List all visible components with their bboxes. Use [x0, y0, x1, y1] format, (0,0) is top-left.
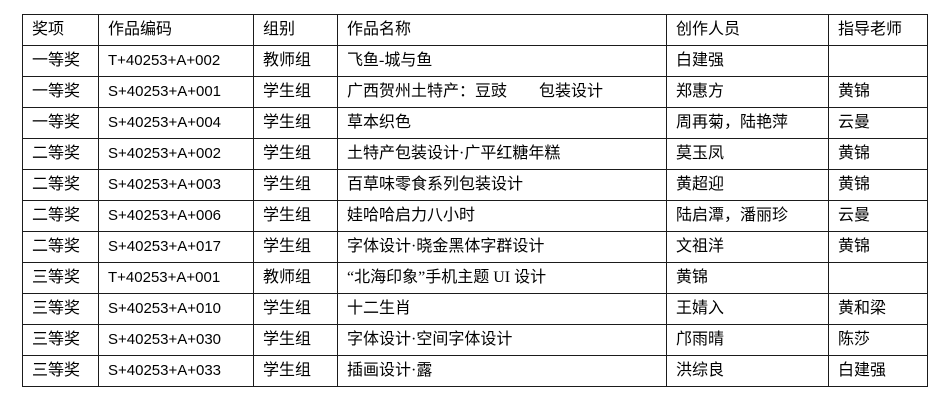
cell-code: S+40253+A+033: [98, 355, 254, 387]
awards-table: 奖项 作品编码 组别 作品名称 创作人员 指导老师 一等奖 T+40253+A+002 教师组…: [22, 14, 928, 387]
cell-creators: 莫玉凤: [666, 138, 829, 170]
table-row: 一等奖 S+40253+A+001 学生组 广西贺州土特产：豆豉 包装设计 郑惠方 黄锦: [22, 76, 928, 108]
cell-teacher: [828, 45, 928, 77]
table-row: 三等奖 S+40253+A+010 学生组 十二生肖 王婧入 黄和梁: [22, 293, 928, 325]
cell-creators: 黄超迎: [666, 169, 829, 201]
cell-creators: 文祖洋: [666, 231, 829, 263]
cell-award: 一等奖: [22, 45, 99, 77]
cell-teacher: 黄锦: [828, 138, 928, 170]
cell-code: S+40253+A+030: [98, 324, 254, 356]
cell-group: 学生组: [253, 169, 338, 201]
cell-code: S+40253+A+006: [98, 200, 254, 232]
cell-group: 学生组: [253, 293, 338, 325]
column-header-teacher: 指导老师: [828, 14, 928, 46]
cell-title: 十二生肖: [337, 293, 667, 325]
cell-title: 字体设计·晓金黑体字群设计: [337, 231, 667, 263]
cell-teacher: 白建强: [828, 355, 928, 387]
column-header-title: 作品名称: [337, 14, 667, 46]
table-head: 奖项 作品编码 组别 作品名称 创作人员 指导老师: [22, 14, 928, 46]
cell-code: S+40253+A+001: [98, 76, 254, 108]
column-header-group: 组别: [253, 14, 338, 46]
cell-award: 一等奖: [22, 107, 99, 139]
cell-code: T+40253+A+001: [98, 262, 254, 294]
table-row: 二等奖 S+40253+A+002 学生组 土特产包装设计·广平红糖年糕 莫玉凤 黄锦: [22, 138, 928, 170]
cell-code: S+40253+A+004: [98, 107, 254, 139]
cell-code: S+40253+A+017: [98, 231, 254, 263]
cell-group: 教师组: [253, 45, 338, 77]
header-row: 奖项 作品编码 组别 作品名称 创作人员 指导老师: [22, 14, 928, 46]
cell-title: 娃哈哈启力八小时: [337, 200, 667, 232]
cell-teacher: 黄锦: [828, 76, 928, 108]
cell-creators: 白建强: [666, 45, 829, 77]
cell-award: 二等奖: [22, 231, 99, 263]
cell-award: 二等奖: [22, 169, 99, 201]
cell-creators: 黄锦: [666, 262, 829, 294]
column-header-creators: 创作人员: [666, 14, 829, 46]
cell-group: 学生组: [253, 231, 338, 263]
cell-code: S+40253+A+003: [98, 169, 254, 201]
cell-teacher: [828, 262, 928, 294]
cell-creators: 王婧入: [666, 293, 829, 325]
cell-group: 学生组: [253, 138, 338, 170]
table-row: 一等奖 S+40253+A+004 学生组 草本织色 周再菊，陆艳萍 云曼: [22, 107, 928, 139]
cell-award: 二等奖: [22, 138, 99, 170]
cell-teacher: 黄和梁: [828, 293, 928, 325]
cell-title: 土特产包装设计·广平红糖年糕: [337, 138, 667, 170]
cell-award: 三等奖: [22, 355, 99, 387]
cell-group: 学生组: [253, 107, 338, 139]
cell-award: 三等奖: [22, 324, 99, 356]
cell-teacher: 黄锦: [828, 169, 928, 201]
cell-code: S+40253+A+010: [98, 293, 254, 325]
cell-creators: 邝雨晴: [666, 324, 829, 356]
cell-creators: 洪综良: [666, 355, 829, 387]
table-row: 三等奖 T+40253+A+001 教师组 “北海印象”手机主题 UI 设计 黄锦: [22, 262, 928, 294]
column-header-award: 奖项: [22, 14, 99, 46]
cell-teacher: 黄锦: [828, 231, 928, 263]
cell-teacher: 陈莎: [828, 324, 928, 356]
table-body: 一等奖 T+40253+A+002 教师组 飞鱼-城与鱼 白建强 一等奖 S+40253+A…: [22, 45, 928, 387]
column-header-code: 作品编码: [98, 14, 254, 46]
cell-creators: 周再菊，陆艳萍: [666, 107, 829, 139]
table-row: 三等奖 S+40253+A+030 学生组 字体设计·空间字体设计 邝雨晴 陈莎: [22, 324, 928, 356]
table-row: 三等奖 S+40253+A+033 学生组 插画设计·露 洪综良 白建强: [22, 355, 928, 387]
cell-teacher: 云曼: [828, 200, 928, 232]
cell-group: 教师组: [253, 262, 338, 294]
cell-award: 二等奖: [22, 200, 99, 232]
cell-award: 三等奖: [22, 262, 99, 294]
cell-code: T+40253+A+002: [98, 45, 254, 77]
cell-title: 草本织色: [337, 107, 667, 139]
cell-creators: 陆启潭，潘丽珍: [666, 200, 829, 232]
cell-award: 三等奖: [22, 293, 99, 325]
cell-title: 插画设计·露: [337, 355, 667, 387]
cell-code: S+40253+A+002: [98, 138, 254, 170]
table-row: 二等奖 S+40253+A+006 学生组 娃哈哈启力八小时 陆启潭，潘丽珍 云曼: [22, 200, 928, 232]
cell-creators: 郑惠方: [666, 76, 829, 108]
table-row: 二等奖 S+40253+A+003 学生组 百草味零食系列包装设计 黄超迎 黄锦: [22, 169, 928, 201]
cell-teacher: 云曼: [828, 107, 928, 139]
cell-group: 学生组: [253, 200, 338, 232]
table-row: 一等奖 T+40253+A+002 教师组 飞鱼-城与鱼 白建强: [22, 45, 928, 77]
cell-group: 学生组: [253, 355, 338, 387]
cell-award: 一等奖: [22, 76, 99, 108]
cell-title: 飞鱼-城与鱼: [337, 45, 667, 77]
cell-group: 学生组: [253, 76, 338, 108]
cell-title: 字体设计·空间字体设计: [337, 324, 667, 356]
table-row: 二等奖 S+40253+A+017 学生组 字体设计·晓金黑体字群设计 文祖洋 黄锦: [22, 231, 928, 263]
cell-title: 广西贺州土特产：豆豉 包装设计: [337, 76, 667, 108]
cell-group: 学生组: [253, 324, 338, 356]
cell-title: “北海印象”手机主题 UI 设计: [337, 262, 667, 294]
cell-title: 百草味零食系列包装设计: [337, 169, 667, 201]
